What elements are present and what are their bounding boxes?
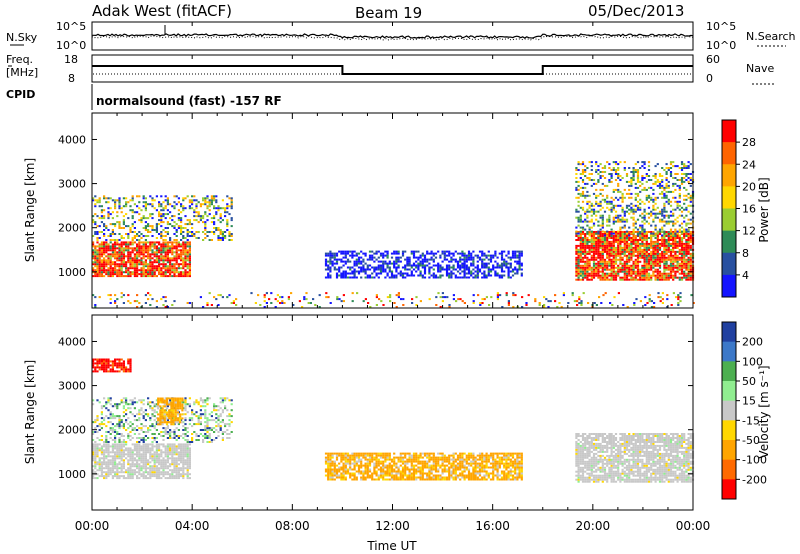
power-y-tick-label: 4000 (58, 133, 86, 146)
velocity-colorbar-label: Velocity [m s⁻¹] (757, 365, 771, 458)
colorbar-tick-label: 50 (742, 375, 756, 388)
vel-y-tick-label: 3000 (58, 380, 86, 393)
power-x-axis (91, 113, 694, 308)
colorbar-swatch (722, 420, 736, 441)
colorbar-tick-label: -100 (742, 454, 767, 467)
colorbar-tick-label: 8 (742, 247, 749, 260)
x-tick-label: 20:00 (576, 519, 611, 533)
frequency-panel: Freq. [MHz] 18 8 60 0 Nave (6, 53, 775, 85)
colorbar-tick-label: 15 (742, 395, 756, 408)
colorbar-swatch (722, 341, 736, 362)
freq-unit-label: [MHz] (6, 66, 38, 79)
colorbar-swatch (722, 479, 736, 500)
velocity-y-axis: 1000 2000 3000 4000 (58, 335, 693, 481)
freq-left-tick-top: 18 (64, 53, 78, 66)
colorbar-swatch (722, 440, 736, 461)
site-title: Adak West (fitACF) (92, 2, 232, 20)
velocity-heatmap (92, 358, 695, 483)
power-colorbar-label: Power [dB] (757, 177, 771, 242)
colorbar-tick-label: -200 (742, 473, 767, 486)
freq-label: Freq. (6, 53, 33, 66)
noise-right-tick-top: 10^5 (706, 20, 736, 33)
velocity-colorbar: 200 100 50 15 -15 -50 -100 -200 (721, 321, 767, 500)
colorbar-swatch (722, 274, 736, 298)
noise-left-tick-top: 10^5 (56, 20, 86, 33)
colorbar-tick-label: 24 (742, 158, 756, 171)
vel-y-tick-label: 4000 (58, 335, 86, 348)
x-tick-label: 12:00 (375, 519, 410, 533)
x-tick-label: 08:00 (275, 519, 310, 533)
colorbar-tick-label: 200 (742, 336, 763, 349)
colorbar-tick-label: -50 (742, 434, 760, 447)
power-y-axis: 1000 2000 3000 4000 (58, 133, 693, 279)
power-y-tick-label: 2000 (58, 222, 86, 235)
frequency-series (92, 65, 693, 75)
colorbar-tick-label: 100 (742, 355, 763, 368)
colorbar-tick-label: 20 (742, 180, 756, 193)
noise-sky-series (92, 33, 694, 39)
x-tick-label: 00:00 (676, 519, 711, 533)
vel-y-tick-label: 2000 (58, 424, 86, 437)
time-axis-labels: 00:00 04:00 08:00 12:00 16:00 20:00 00:00 (75, 519, 711, 533)
colorbar-swatch (722, 381, 736, 402)
nave-right-tick-top: 60 (706, 53, 720, 66)
cpid-program-text: normalsound (fast) -157 RF (96, 94, 282, 108)
colorbar-tick-label: 28 (742, 136, 756, 149)
colorbar-swatch (722, 120, 736, 143)
velocity-x-axis (91, 315, 694, 510)
colorbar-tick-label: 4 (742, 269, 749, 282)
power-y-tick-label: 3000 (58, 178, 86, 191)
colorbar-swatch (722, 142, 736, 165)
x-tick-label: 04:00 (175, 519, 210, 533)
power-panel: 1000 2000 3000 4000 Slant Range [km] 4 8 12 16… (23, 112, 771, 309)
power-y-axis-label: Slant Range [km] (23, 158, 37, 262)
colorbar-swatch (722, 252, 736, 276)
velocity-y-axis-label: Slant Range [km] (23, 360, 37, 464)
colorbar-swatch (722, 400, 736, 421)
colorbar-tick-label: 12 (742, 225, 756, 238)
colorbar-swatch (722, 459, 736, 480)
noise-sky-label: N.Sky (6, 31, 38, 44)
x-tick-label: 16:00 (475, 519, 510, 533)
noise-left-tick-bottom: 10^0 (56, 39, 86, 52)
colorbar-swatch (722, 361, 736, 382)
colorbar-swatch (722, 164, 736, 187)
noise-search-label: N.Search (746, 30, 796, 43)
nave-label: Nave (746, 62, 774, 75)
noise-panel: N.Sky 10^5 10^0 10^5 10^0 N.Search (6, 20, 796, 52)
colorbar-swatch (722, 322, 736, 343)
colorbar-tick-label: -15 (742, 414, 760, 427)
colorbar-swatch (722, 186, 736, 209)
power-heatmap (92, 161, 695, 308)
colorbar-tick-label: 16 (742, 203, 756, 216)
date-label: 05/Dec/2013 (588, 2, 684, 20)
noise-right-tick-bottom: 10^0 (706, 39, 736, 52)
beam-label: Beam 19 (355, 4, 422, 22)
colorbar-swatch (722, 230, 736, 254)
cpid-label: CPID (6, 88, 35, 101)
freq-left-tick-bottom: 8 (68, 72, 75, 85)
x-axis-title: Time UT (366, 539, 417, 553)
colorbar-swatch (722, 208, 736, 232)
velocity-panel: 1000 2000 3000 4000 Slant Range [km] 200 100… (23, 314, 771, 511)
power-colorbar: 4 8 12 16 20 24 28 (721, 119, 756, 298)
cpid-panel: CPID normalsound (fast) -157 RF (6, 84, 282, 110)
vel-y-tick-label: 1000 (58, 468, 86, 481)
x-tick-label: 00:00 (75, 519, 110, 533)
nave-right-tick-bottom: 0 (706, 72, 713, 85)
power-y-tick-label: 1000 (58, 266, 86, 279)
